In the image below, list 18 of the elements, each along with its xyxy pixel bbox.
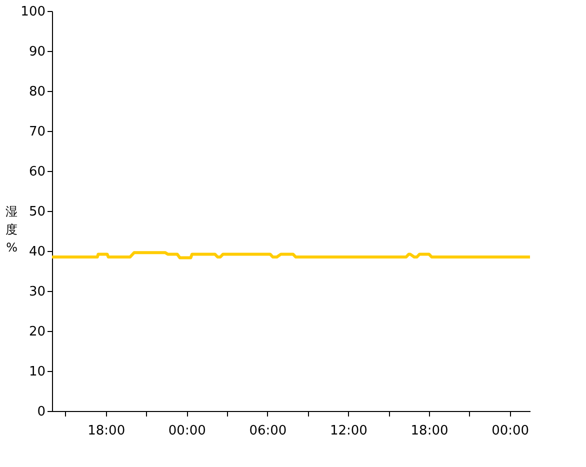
x-tick-label: 06:00 [249, 424, 287, 438]
x-tick-label: 18:00 [88, 424, 126, 438]
y-tick-label: 20 [28, 324, 46, 340]
y-tick-label: 60 [28, 164, 46, 180]
y-tick-label: 70 [28, 124, 46, 140]
x-tick-label: 12:00 [330, 424, 368, 438]
y-tick-label: 0 [37, 404, 46, 420]
y-tick-label: 30 [28, 284, 46, 300]
y-axis-title: 湿度% [6, 204, 18, 254]
x-tick-label: 00:00 [168, 424, 206, 438]
y-tick-label: 100 [20, 4, 46, 20]
x-tick-label: 18:00 [410, 424, 448, 438]
y-tick-label: 50 [28, 204, 46, 220]
y-tick-label: 10 [28, 364, 46, 380]
y-tick-label: 90 [28, 44, 46, 60]
x-tick-label: 00:00 [492, 424, 530, 438]
y-tick-label: 80 [28, 84, 46, 100]
y-tick-label: 40 [28, 244, 46, 260]
